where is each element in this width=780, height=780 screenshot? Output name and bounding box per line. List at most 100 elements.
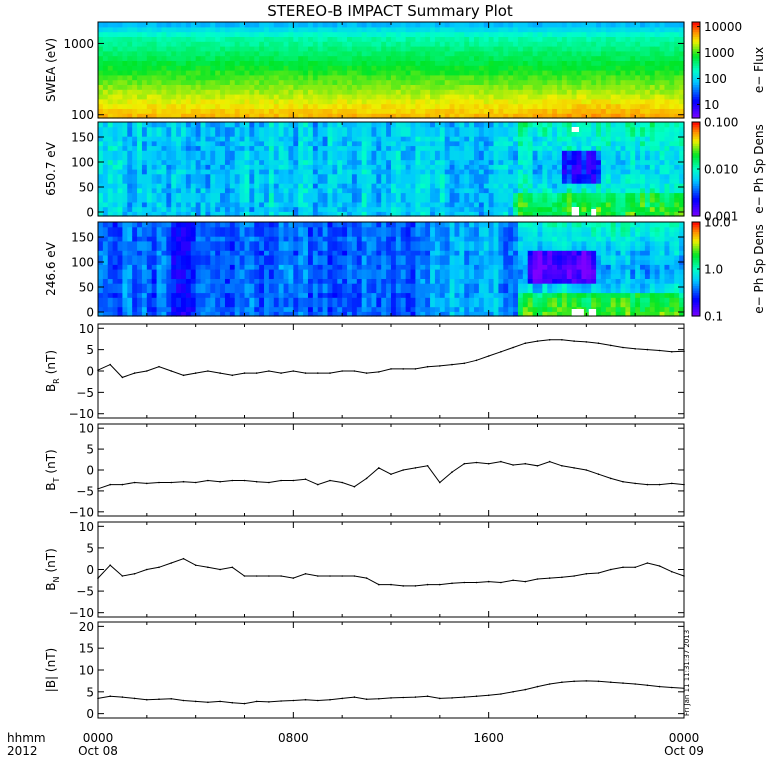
heatmap-cell xyxy=(669,74,675,81)
heatmap-cell xyxy=(254,187,260,194)
heatmap-cell xyxy=(576,70,583,76)
heatmap-cell xyxy=(630,22,636,28)
heatmap-cell xyxy=(410,98,417,105)
heatmap-cell xyxy=(181,94,187,100)
heatmap-cell xyxy=(332,113,338,119)
heatmap-cell xyxy=(415,98,421,105)
heatmap-cell xyxy=(161,98,167,105)
heatmap-cell xyxy=(464,60,470,66)
heatmap-cell xyxy=(439,70,446,76)
heatmap-cell xyxy=(474,36,480,42)
heatmap-cell xyxy=(664,70,670,76)
heatmap-cell xyxy=(117,74,124,81)
heatmap-cell xyxy=(508,103,514,109)
heatmap-cell xyxy=(181,70,187,76)
heatmap-cell xyxy=(205,46,211,52)
heatmap-cell xyxy=(117,136,124,142)
heatmap-cell xyxy=(644,103,651,109)
heatmap-cell xyxy=(176,192,182,198)
heatmap-cell xyxy=(176,84,182,90)
heatmap-cell xyxy=(200,206,207,212)
heatmap-cell xyxy=(117,55,124,61)
heatmap-cell xyxy=(98,278,104,284)
heatmap-cell xyxy=(444,145,451,151)
heatmap-cell xyxy=(649,79,656,85)
heatmap-cell xyxy=(532,150,539,156)
heatmap-cell xyxy=(195,26,202,33)
heatmap-cell xyxy=(547,173,553,179)
heatmap-cell xyxy=(239,26,246,33)
heatmap-cell xyxy=(361,140,368,147)
heatmap-cell xyxy=(566,197,573,203)
heatmap-cell xyxy=(366,197,373,203)
heatmap-cell xyxy=(327,74,333,81)
heatmap-cell xyxy=(483,22,490,28)
heatmap-cell xyxy=(547,74,553,81)
heatmap-cell xyxy=(610,169,617,175)
heatmap-cell xyxy=(254,79,260,85)
heatmap-cell xyxy=(156,197,163,203)
data-gap xyxy=(591,209,597,216)
heatmap-cell xyxy=(483,201,490,208)
heatmap-cell xyxy=(327,22,333,28)
heatmap-cell xyxy=(244,140,250,147)
heatmap-cell xyxy=(542,55,548,61)
heatmap-cell xyxy=(640,70,646,76)
heatmap-cell xyxy=(561,154,568,161)
heatmap-cell xyxy=(561,145,568,151)
heatmap-cell xyxy=(220,122,226,128)
heatmap-cell xyxy=(459,89,465,95)
heatmap-cell xyxy=(508,164,514,170)
heatmap-cell xyxy=(132,201,138,208)
heatmap-cell xyxy=(630,164,636,170)
heatmap-cell xyxy=(391,211,397,217)
heatmap-cell xyxy=(112,60,119,66)
heatmap-cell xyxy=(146,164,153,170)
heatmap-cell xyxy=(327,197,333,203)
heatmap-cell xyxy=(190,46,197,52)
heatmap-cell xyxy=(547,22,553,28)
heatmap-cell xyxy=(679,46,685,52)
heatmap-cell xyxy=(557,154,563,161)
heatmap-cell xyxy=(503,169,509,175)
heatmap-cell xyxy=(234,154,241,161)
heatmap-cell xyxy=(376,94,382,100)
heatmap-cell xyxy=(395,183,402,189)
heatmap-cell xyxy=(112,311,119,317)
heatmap-cell xyxy=(332,89,338,95)
heatmap-cell xyxy=(454,70,460,76)
heatmap-cell xyxy=(303,79,309,85)
heatmap-cell xyxy=(376,113,382,119)
heatmap-cell xyxy=(317,164,324,170)
heatmap-cell xyxy=(254,89,260,95)
heatmap-cell xyxy=(146,197,153,203)
heatmap-cell xyxy=(469,187,475,194)
heatmap-cell xyxy=(610,183,617,189)
heatmap-cell xyxy=(156,211,163,217)
heatmap-cell xyxy=(132,70,138,76)
heatmap-cell xyxy=(176,131,182,137)
heatmap-cell xyxy=(439,173,446,179)
heatmap-cell xyxy=(176,126,182,132)
heatmap-cell xyxy=(547,192,553,198)
heatmap-cell xyxy=(146,150,153,156)
heatmap-cell xyxy=(557,136,563,142)
heatmap-cell xyxy=(317,154,324,161)
heatmap-cell xyxy=(503,206,509,212)
heatmap-cell xyxy=(161,145,167,151)
heatmap-cell xyxy=(498,201,504,208)
heatmap-cell xyxy=(117,31,124,37)
heatmap-cell xyxy=(674,159,680,165)
heatmap-cell xyxy=(547,140,553,147)
heatmap-cell xyxy=(420,131,426,137)
heatmap-cell xyxy=(576,206,583,212)
heatmap-cell xyxy=(420,126,426,132)
colorbar-swatch xyxy=(692,72,700,76)
heatmap-cell xyxy=(517,55,524,61)
heatmap-cell xyxy=(234,60,241,66)
heatmap-cell xyxy=(127,108,133,114)
heatmap-cell xyxy=(425,26,431,33)
heatmap-cell xyxy=(552,150,558,156)
heatmap-cell xyxy=(176,140,182,147)
heatmap-cell xyxy=(669,108,675,114)
